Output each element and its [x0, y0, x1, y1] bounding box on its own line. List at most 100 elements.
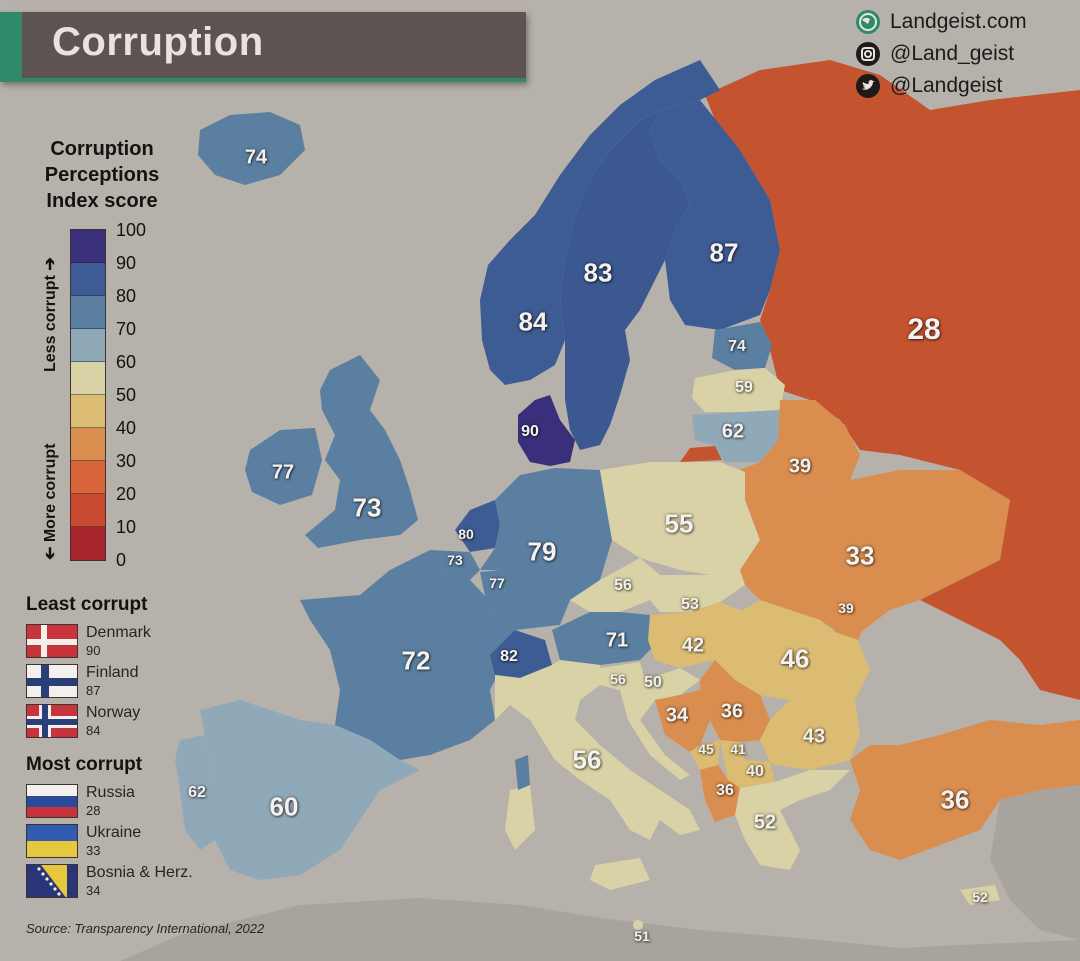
region-latvia — [692, 368, 785, 412]
score-label-luxembourg: 77 — [489, 575, 505, 591]
region-austria — [552, 612, 660, 665]
least-corrupt-name: Denmark — [86, 624, 151, 641]
region-bosnia — [655, 690, 710, 752]
source-caption: Source: Transparency International, 2022 — [26, 921, 265, 936]
score-label-france: 72 — [401, 645, 431, 676]
score-label-czechia: 56 — [614, 577, 632, 594]
region-italy — [495, 660, 700, 840]
scale-tick-label: 60 — [116, 352, 137, 372]
title-banner: Corruption — [0, 12, 526, 82]
region-sweden — [560, 110, 690, 450]
score-label-united-kingdom: 73 — [352, 492, 382, 523]
scale-tick-label: 90 — [116, 253, 137, 273]
score-label-denmark: 90 — [521, 423, 539, 440]
least-corrupt-name: Finland — [86, 664, 139, 681]
score-label-netherlands: 80 — [458, 526, 474, 542]
region-albania — [700, 765, 740, 822]
score-label-moldova: 39 — [838, 600, 854, 616]
score-label-italy: 56 — [572, 744, 602, 775]
scale-segment-20-30 — [71, 461, 105, 494]
region-poland — [600, 462, 760, 575]
region-norway — [480, 60, 720, 385]
region-france — [300, 550, 515, 760]
region-north-macedonia — [725, 760, 775, 788]
scale-segment-60-70 — [71, 329, 105, 362]
instagram-handle: @Land_geist — [890, 42, 1015, 65]
denmark-flag-icon — [26, 624, 78, 658]
scale-tick-label: 70 — [116, 319, 137, 339]
scale-segment-40-50 — [71, 395, 105, 428]
title-underline — [22, 78, 526, 82]
bosnia-flag-icon — [26, 864, 78, 898]
middle-east-land — [990, 785, 1080, 940]
score-label-montenegro: 45 — [698, 741, 714, 757]
russia-flag-icon — [26, 784, 78, 818]
region-turkey — [850, 720, 1080, 860]
scale-tick-label: 50 — [116, 385, 137, 405]
region-slovakia — [650, 570, 745, 612]
score-label-albania: 36 — [716, 782, 734, 799]
score-label-bosnia: 34 — [665, 704, 689, 727]
score-label-norway: 84 — [518, 306, 548, 337]
legend-title: Corruption Perceptions Index score — [20, 136, 184, 214]
score-label-croatia: 50 — [644, 674, 662, 691]
scale-segment-50-60 — [71, 362, 105, 395]
region-denmark — [518, 395, 575, 466]
score-label-hungary: 42 — [681, 634, 705, 657]
score-label-turkey: 36 — [940, 784, 970, 815]
region-germany — [480, 468, 612, 630]
most-corrupt-name: Bosnia & Herz. — [86, 864, 193, 881]
score-label-belarus: 39 — [788, 455, 812, 478]
score-label-slovakia: 53 — [681, 596, 699, 613]
score-label-spain: 60 — [269, 791, 299, 822]
page-title: Corruption — [52, 20, 264, 64]
ukraine-flag-icon — [26, 824, 78, 858]
scale-segment-80-90 — [71, 263, 105, 296]
region-moldova — [820, 590, 870, 640]
scale-tick-label: 20 — [116, 484, 137, 504]
score-label-portugal: 62 — [188, 784, 206, 801]
scale-tick-label: 100 — [116, 220, 147, 240]
region-kaliningrad — [680, 446, 722, 462]
score-label-malta: 51 — [634, 928, 650, 944]
region-iceland — [198, 112, 305, 185]
arrow-up-icon: ➔ — [42, 257, 59, 271]
score-label-russia: 28 — [907, 313, 941, 346]
region-lithuania — [692, 410, 780, 462]
norway-flag-icon — [26, 704, 78, 738]
least-corrupt-score: 87 — [86, 683, 101, 698]
less-corrupt-text: Less corrupt — [42, 275, 59, 372]
social-instagram: @Land_geist — [856, 42, 1014, 66]
score-label-kosovo: 41 — [730, 741, 746, 757]
least-corrupt-heading: Least corrupt — [26, 594, 148, 615]
score-label-switzerland: 82 — [500, 648, 518, 665]
scale-segment-10-20 — [71, 494, 105, 527]
score-label-belgium: 73 — [447, 552, 463, 568]
region-netherlands — [455, 500, 500, 552]
least-corrupt-score: 90 — [86, 643, 101, 658]
region-united-kingdom — [305, 355, 418, 548]
region-corsica — [515, 755, 530, 790]
region-ireland — [245, 428, 322, 505]
least-corrupt-name: Norway — [86, 704, 141, 721]
scale-segment-90-100 — [71, 230, 105, 263]
region-czechia — [570, 558, 660, 612]
region-montenegro — [690, 740, 720, 770]
social-website: Landgeist.com — [856, 10, 1027, 34]
score-label-lithuania: 62 — [721, 420, 745, 443]
region-luxembourg — [480, 570, 505, 596]
region-belarus — [740, 400, 860, 500]
website-text: Landgeist.com — [890, 10, 1027, 33]
scale-segment-70-80 — [71, 296, 105, 329]
score-label-cyprus: 52 — [972, 889, 988, 905]
more-corrupt-text: More corrupt — [42, 443, 59, 543]
region-serbia — [700, 660, 770, 742]
globe-icon — [856, 10, 880, 34]
score-label-serbia: 36 — [720, 700, 744, 723]
score-label-latvia: 59 — [735, 379, 753, 396]
region-hungary — [648, 602, 745, 668]
region-portugal — [175, 735, 215, 850]
score-label-ireland: 77 — [271, 461, 295, 484]
